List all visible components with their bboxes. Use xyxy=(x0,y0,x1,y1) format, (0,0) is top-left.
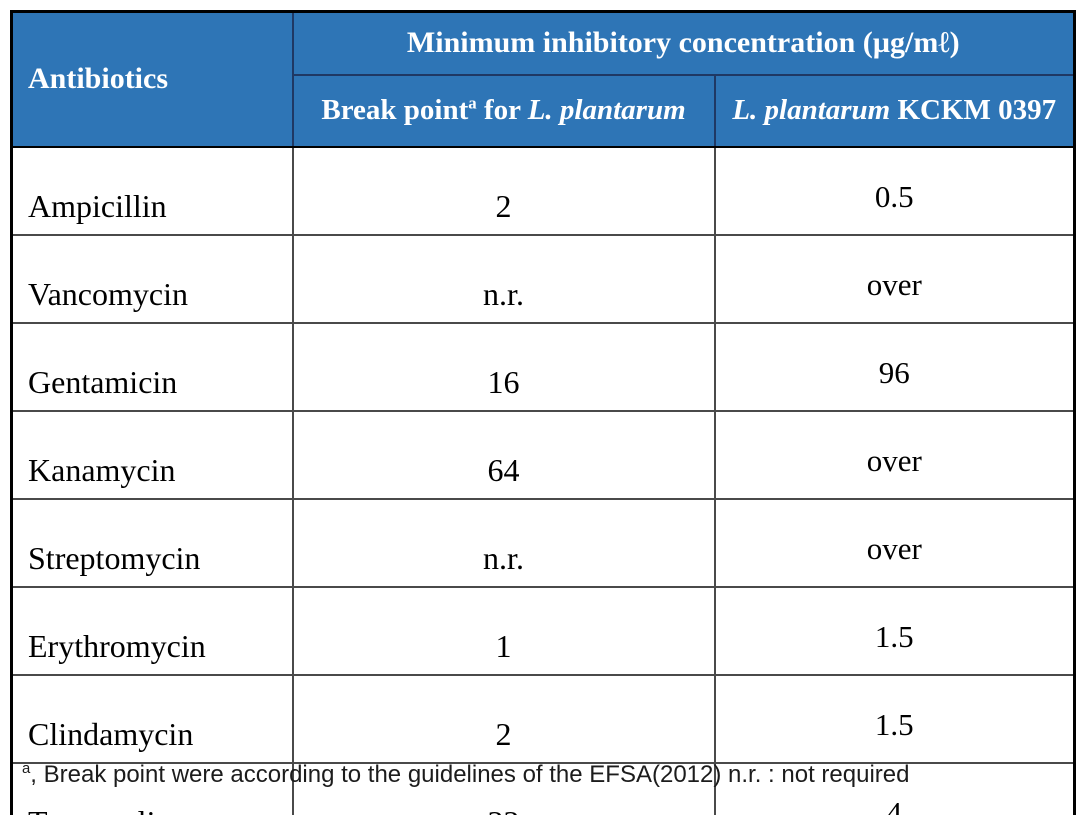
table-row: Vancomycin n.r. over xyxy=(10,233,1077,324)
break-point-value: 2 xyxy=(291,673,716,764)
strain-rest: KCKM 0397 xyxy=(890,94,1057,126)
break-point-superscript: a xyxy=(468,93,477,113)
table-row: Streptomycin n.r. over xyxy=(10,497,1077,588)
break-point-species: L. plantarum xyxy=(527,94,686,126)
break-point-value: 16 xyxy=(291,321,716,412)
strain-mic-value: 0.5 xyxy=(713,145,1077,236)
strain-mic-value: 96 xyxy=(713,321,1077,412)
table-header: Antibiotics Minimum inhibitory concentra… xyxy=(11,11,1075,148)
table-row: Clindamycin 2 1.5 xyxy=(10,673,1077,764)
antibiotic-name: Streptomycin xyxy=(10,497,294,588)
break-point-value: 64 xyxy=(291,409,716,500)
antibiotic-name: Vancomycin xyxy=(10,233,294,324)
header-antibiotics: Antibiotics xyxy=(11,11,294,148)
break-point-value: n.r. xyxy=(291,233,716,324)
table-body: Ampicillin 2 0.5 Vancomycin n.r. over Ge… xyxy=(10,145,1077,815)
mic-table: Antibiotics Minimum inhibitory concentra… xyxy=(10,10,1077,815)
strain-mic-value: 1.5 xyxy=(713,673,1077,764)
strain-mic-value: 4 xyxy=(713,761,1077,815)
break-point-mid: for xyxy=(476,94,528,126)
antibiotic-name: Ampicillin xyxy=(10,145,294,236)
header-strain: L. plantarum KCKM 0397 xyxy=(714,74,1075,148)
table-row: Ampicillin 2 0.5 xyxy=(10,145,1077,236)
antibiotic-name: Erythromycin xyxy=(10,585,294,676)
strain-species: L. plantarum xyxy=(732,94,891,126)
strain-mic-value: over xyxy=(713,409,1077,500)
break-point-value: 1 xyxy=(291,585,716,676)
break-point-value: n.r. xyxy=(291,497,716,588)
header-mic-title: Minimum inhibitory concentration (µg/mℓ) xyxy=(292,11,1075,76)
table-row: Erythromycin 1 1.5 xyxy=(10,585,1077,676)
footnote-superscript: a xyxy=(22,761,31,777)
strain-mic-value: 1.5 xyxy=(713,585,1077,676)
antibiotic-name: Tetracycline xyxy=(10,761,294,815)
table-row: Gentamicin 16 96 xyxy=(10,321,1077,412)
break-point-prefix: Break point xyxy=(321,94,469,126)
table-row: Tetracycline 32 4 xyxy=(10,761,1077,815)
header-break-point: Break pointa for L. plantarum xyxy=(292,74,716,148)
antibiotic-name: Clindamycin xyxy=(10,673,294,764)
footnote-text: , Break point were according to the guid… xyxy=(30,761,910,788)
antibiotic-name: Gentamicin xyxy=(10,321,294,412)
break-point-value: 32 xyxy=(291,761,716,815)
footnote: a, Break point were according to the gui… xyxy=(22,761,909,789)
strain-mic-value: over xyxy=(713,497,1077,588)
antibiotic-name: Kanamycin xyxy=(10,409,294,500)
break-point-value: 2 xyxy=(291,145,716,236)
strain-mic-value: over xyxy=(713,233,1077,324)
table-row: Kanamycin 64 over xyxy=(10,409,1077,500)
